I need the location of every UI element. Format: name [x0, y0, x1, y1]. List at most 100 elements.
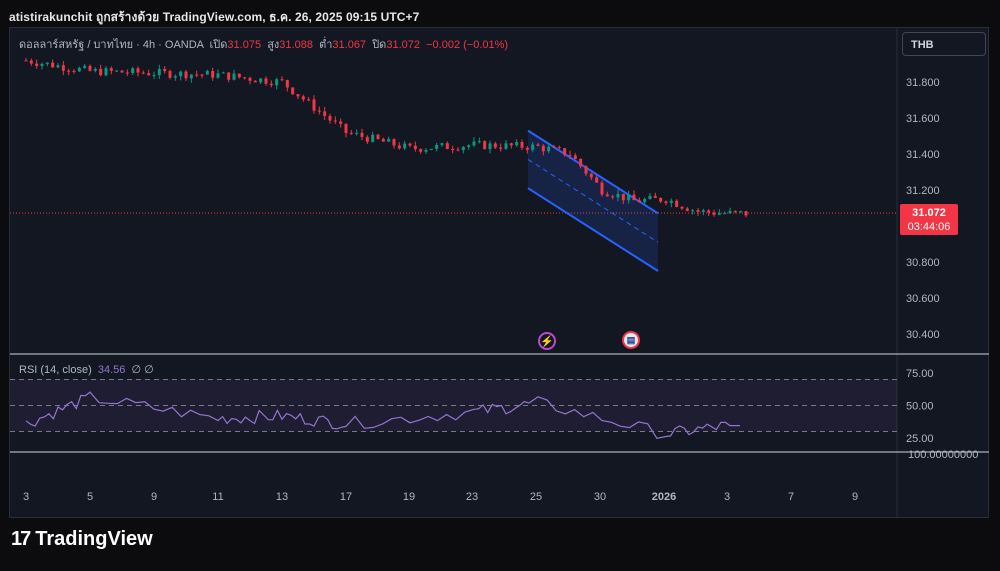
- candle-body: [360, 132, 364, 137]
- interval[interactable]: 4h: [142, 39, 156, 51]
- candle-body: [403, 143, 407, 149]
- candle-body: [579, 158, 583, 167]
- x-tick-label: 23: [466, 491, 478, 503]
- candle-body: [387, 139, 391, 142]
- candle-body: [723, 213, 727, 215]
- high-value: 31.088: [279, 39, 313, 51]
- candle-body: [195, 74, 199, 76]
- candle-body: [419, 149, 423, 152]
- candle-body: [632, 194, 636, 201]
- candle-body: [349, 132, 353, 134]
- rsi-tick-label: 25.00: [906, 433, 934, 445]
- candle-body: [600, 182, 604, 195]
- candle-body: [440, 143, 444, 145]
- open-value: 31.075: [227, 39, 262, 51]
- x-tick-label: 11: [212, 491, 223, 503]
- candle-body: [131, 68, 135, 74]
- candle-body: [77, 67, 81, 72]
- candle-body: [664, 201, 668, 203]
- candle-body: [339, 121, 343, 124]
- candle-body: [685, 208, 689, 211]
- candle-body: [520, 142, 524, 148]
- channel-fill: [528, 130, 658, 271]
- candle-body: [509, 143, 513, 146]
- candle-body: [301, 96, 305, 100]
- candle-body: [413, 145, 417, 150]
- candle-body: [355, 132, 359, 134]
- candle-body: [152, 75, 156, 77]
- channel-mid-line: [527, 158, 659, 243]
- candle-body: [680, 206, 684, 209]
- candle-body: [104, 68, 108, 76]
- candle-body: [595, 177, 599, 183]
- bar-countdown: 03:44:06: [907, 221, 951, 233]
- candle-body: [344, 123, 348, 133]
- candle-body: [504, 143, 508, 149]
- symbol-name[interactable]: ดอลลาร์สหรัฐ / บาทไทย: [19, 39, 134, 51]
- candle-body: [141, 72, 145, 74]
- rsi-legend: RSI (14, close) 34.56 ∅ ∅: [19, 363, 154, 376]
- candle-body: [659, 197, 663, 202]
- candle-body: [173, 76, 177, 78]
- candle-body: [499, 147, 503, 149]
- tradingview-brand[interactable]: 17 TradingView: [11, 528, 153, 551]
- candle-body: [483, 141, 487, 150]
- candle-body: [45, 62, 49, 64]
- candle-body: [397, 145, 401, 149]
- lightning-event-icon[interactable]: ⚡: [538, 332, 556, 350]
- last-price: 31.072: [912, 207, 946, 219]
- x-tick-label: 30: [594, 491, 606, 503]
- candle-body: [184, 71, 188, 79]
- candle-body: [312, 99, 316, 111]
- candle-body: [157, 68, 161, 76]
- candle-body: [696, 210, 700, 212]
- candle-body: [296, 94, 300, 97]
- candle-body: [115, 70, 119, 72]
- x-tick-label: 3: [23, 491, 29, 503]
- candle-body: [621, 193, 625, 201]
- candle-body: [237, 73, 241, 78]
- candle-body: [333, 120, 337, 122]
- candle-body: [109, 68, 113, 71]
- candle-body: [243, 77, 247, 79]
- candle-body: [669, 200, 673, 203]
- candle-body: [477, 141, 481, 143]
- x-tick-label: 7: [788, 491, 794, 503]
- candle-body: [24, 60, 28, 62]
- candle-body: [88, 65, 92, 71]
- candle-body: [323, 111, 327, 116]
- candle-body: [717, 213, 721, 215]
- x-tick-label: 17: [340, 491, 352, 503]
- currency-button[interactable]: THB: [902, 32, 986, 56]
- rsi-name[interactable]: RSI (14, close): [19, 364, 92, 376]
- candle-body: [541, 145, 545, 152]
- candle-body: [563, 148, 567, 156]
- rsi-tick-label: 75.00: [906, 368, 934, 380]
- candle-body: [675, 200, 679, 207]
- candles-group: [24, 57, 748, 218]
- brand-name: TradingView: [35, 528, 153, 550]
- candle-body: [584, 166, 588, 174]
- change-value: −0.002 (−0.01%): [426, 39, 509, 51]
- candle-body: [531, 144, 535, 150]
- price-tick-label: 30.400: [906, 329, 940, 341]
- candle-body: [99, 68, 103, 76]
- candle-body: [627, 194, 631, 201]
- candle-body: [461, 146, 465, 151]
- extra-pane-tick-label: 100.00000000: [908, 449, 978, 461]
- candle-body: [232, 73, 236, 80]
- exchange: OANDA: [164, 39, 204, 51]
- x-tick-label: 19: [403, 491, 415, 503]
- rsi-extra: ∅ ∅: [131, 364, 154, 376]
- candle-body: [733, 210, 737, 212]
- high-label: สูง: [267, 39, 280, 51]
- chart-panel[interactable]: [9, 27, 989, 518]
- x-tick-label: 3: [724, 491, 730, 503]
- candle-body: [365, 136, 369, 142]
- candle-body: [179, 71, 183, 77]
- candle-body: [712, 212, 716, 215]
- candle-body: [291, 87, 295, 95]
- us-flag-event-icon[interactable]: ▤: [622, 331, 640, 349]
- x-tick-label: 25: [530, 491, 542, 503]
